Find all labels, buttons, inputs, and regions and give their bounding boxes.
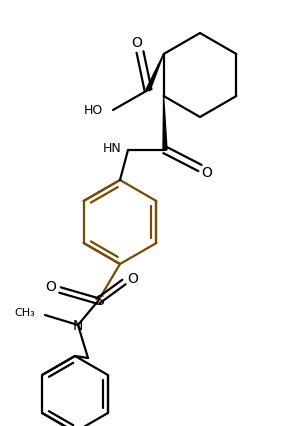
Polygon shape [163,96,167,150]
Text: O: O [127,272,138,286]
Polygon shape [146,54,164,91]
Text: HO: HO [84,104,103,116]
Text: CH₃: CH₃ [14,308,35,318]
Text: N: N [73,319,83,333]
Text: HN: HN [102,141,121,155]
Text: O: O [46,280,57,294]
Text: O: O [201,166,212,180]
Text: O: O [131,36,142,50]
Text: S: S [95,294,103,308]
